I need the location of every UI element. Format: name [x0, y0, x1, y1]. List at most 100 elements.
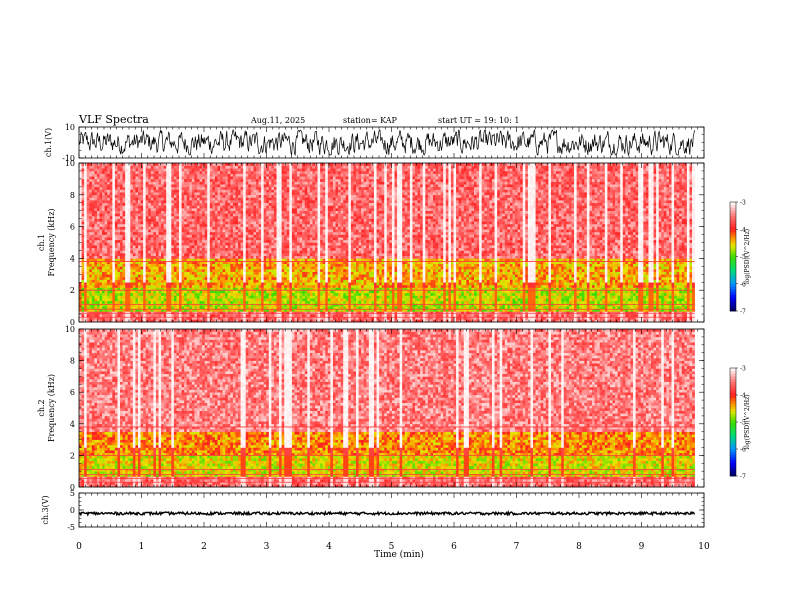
spectrogram-cell [268, 266, 272, 270]
spectrogram-cell [181, 165, 185, 169]
spectrogram-cell [171, 194, 175, 198]
spectrogram-cell [107, 216, 111, 219]
spectrogram-cell [227, 200, 231, 204]
spectrogram-cell [189, 255, 193, 259]
spectrogram-cell [81, 181, 85, 185]
spectrogram-cell [240, 165, 244, 169]
spectrogram-cell [79, 253, 82, 257]
spectrogram-cell [150, 181, 154, 185]
spectrogram-cell [212, 237, 216, 241]
spectrogram-cell [196, 165, 200, 169]
spectrogram-cell [263, 274, 267, 278]
spectrogram-cell [104, 319, 108, 323]
spectrogram-cell [161, 210, 164, 214]
spectrogram-cell [135, 197, 139, 201]
spectrogram-cell [261, 189, 264, 193]
spectrogram-cell [179, 295, 182, 299]
spectrogram-cell [96, 189, 100, 193]
spectrogram-cell [130, 282, 134, 286]
spectrogram-cell [89, 229, 93, 233]
spectrogram-cell [168, 231, 172, 235]
spectrogram-cell [199, 314, 203, 317]
spectrogram-cell [153, 205, 157, 209]
spectrogram-cell [179, 292, 182, 296]
spectrogram-cell [145, 276, 149, 280]
spectrogram-cell [222, 274, 226, 278]
spectrogram-cell [112, 223, 116, 227]
spectrogram-cell [255, 237, 259, 241]
spectrogram-cell [140, 189, 144, 193]
spectrogram-cell [196, 253, 200, 257]
spectrogram-cell [281, 279, 285, 283]
spectrogram-cell [155, 237, 159, 241]
spectrogram-cell [243, 261, 247, 264]
spectrogram-cell [112, 253, 116, 257]
spectrogram-cell [181, 292, 185, 296]
spectrogram-cell [117, 202, 121, 206]
spectrogram-cell [168, 303, 172, 307]
spectrogram-cell [202, 202, 205, 206]
spectrogram-cell [171, 245, 175, 249]
spectrogram-cell [114, 200, 118, 204]
spectrogram-cell [163, 202, 167, 206]
spectrogram-cell [148, 197, 152, 201]
spectrogram-cell [268, 300, 272, 304]
spectrogram-cell [243, 210, 247, 214]
spectrogram-cell [261, 202, 264, 206]
spectrogram-cell [84, 202, 87, 206]
spectrogram-cell [276, 300, 280, 304]
spectrogram-cell [196, 218, 200, 222]
spectrogram-cell [258, 218, 262, 222]
spectrogram-cell [84, 226, 87, 230]
spectrogram-cell [158, 231, 162, 235]
spectrogram-cell [153, 176, 157, 180]
spectrogram-cell [276, 216, 280, 219]
spectrogram-cell [207, 242, 211, 246]
spectrogram-cell [235, 197, 239, 201]
spectrogram-cell [120, 229, 123, 233]
spectrogram-cell [168, 271, 172, 275]
spectrogram-cell [181, 184, 185, 188]
spectrogram-cell [243, 237, 247, 241]
spectrogram-cell [217, 197, 221, 201]
spectrogram-cell [207, 276, 211, 280]
spectrogram-cell [153, 210, 157, 214]
spectrogram-cell [125, 274, 129, 278]
spectrogram-cell [261, 292, 264, 296]
spectrogram-cell [104, 314, 108, 317]
spectrogram-cell [145, 178, 149, 182]
spectrogram-cell [238, 176, 241, 180]
spectrogram-cell [240, 234, 244, 238]
spectrogram-cell [232, 239, 236, 243]
spectrogram-cell [96, 173, 100, 177]
spectrogram-cell [227, 178, 231, 182]
spectrogram-cell [168, 316, 172, 320]
spectrogram-cell [230, 184, 234, 188]
spectrogram-cell [84, 298, 87, 302]
spectrogram-cell [194, 202, 198, 206]
spectrogram-cell [240, 308, 244, 312]
spectrogram-cell [135, 263, 139, 267]
spectrogram-cell [125, 300, 129, 304]
spectrogram-cell [173, 208, 177, 211]
spectrogram-cell [161, 200, 164, 204]
spectrogram-cell [232, 295, 236, 299]
spectrogram-cell [261, 192, 264, 196]
spectrogram-cell [171, 258, 175, 262]
spectrogram-cell [143, 210, 146, 214]
spectrogram-cell [109, 319, 113, 323]
spectrogram-cell [163, 300, 167, 304]
spectrogram-cell [266, 300, 270, 304]
spectrogram-cell [222, 229, 226, 233]
spectrogram-cell [81, 221, 85, 225]
spectrogram-cell [271, 261, 275, 264]
spectrogram-cell [120, 245, 123, 249]
spectrogram-cell [91, 266, 95, 270]
spectrogram-cell [135, 314, 139, 317]
spectrogram-cell [250, 290, 254, 294]
spectrogram-cell [112, 176, 116, 180]
spectrogram-cell [163, 210, 167, 214]
spectrogram-cell [238, 276, 241, 280]
spectrogram-cell [207, 271, 211, 275]
spectrogram-cell [120, 274, 123, 278]
